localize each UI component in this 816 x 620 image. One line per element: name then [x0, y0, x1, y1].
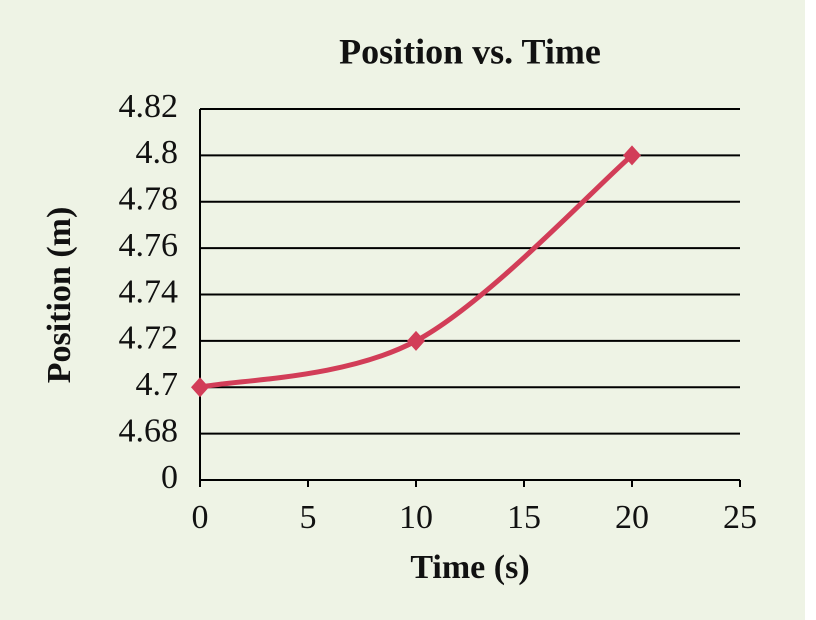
y-tick-label: 4.74 [119, 273, 179, 310]
marker [191, 377, 209, 398]
marker [407, 330, 425, 351]
x-tick-label: 15 [507, 499, 541, 536]
marker [623, 145, 641, 166]
x-tick-label: 25 [723, 499, 757, 536]
x-tick-label: 5 [300, 499, 317, 536]
y-axis-label: Position (m) [41, 207, 78, 384]
y-tick-label: 4.82 [119, 88, 179, 125]
y-tick-label: 4.8 [136, 134, 179, 171]
x-axis-label: Time (s) [410, 549, 529, 586]
y-tick-label: 4.72 [119, 320, 179, 357]
x-tick-label: 10 [399, 499, 433, 536]
y-tick-label: 4.68 [119, 412, 179, 449]
x-tick-label: 20 [615, 499, 649, 536]
y-tick-label: 4.7 [136, 366, 179, 403]
y-tick-label: 4.78 [119, 181, 179, 218]
x-tick-label: 0 [192, 499, 209, 536]
y-tick-label: 0 [161, 459, 178, 496]
chart-title: Position vs. Time [339, 31, 601, 71]
y-tick-label: 4.76 [119, 227, 179, 264]
